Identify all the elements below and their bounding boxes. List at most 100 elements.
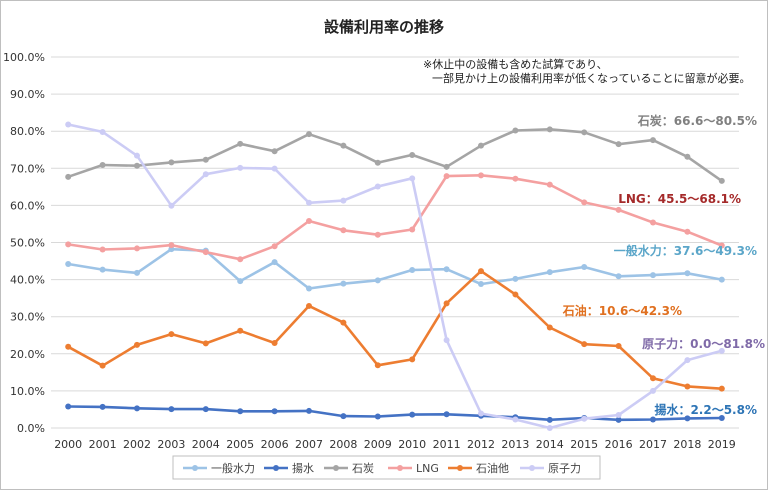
y-tick-label: 0.0% bbox=[17, 422, 45, 435]
data-point bbox=[134, 341, 140, 348]
data-point bbox=[409, 151, 416, 158]
data-point bbox=[615, 206, 622, 213]
data-point bbox=[99, 403, 106, 410]
legend-marker bbox=[457, 465, 463, 471]
data-point bbox=[546, 181, 553, 188]
data-point bbox=[581, 415, 588, 422]
data-point bbox=[684, 357, 691, 364]
y-tick-label: 80.0% bbox=[10, 125, 45, 138]
legend-label: 一般水力 bbox=[211, 462, 255, 475]
data-point bbox=[340, 319, 347, 326]
data-point bbox=[718, 242, 725, 249]
data-point bbox=[202, 340, 209, 347]
y-tick-label: 20.0% bbox=[10, 348, 45, 361]
data-point bbox=[340, 413, 347, 420]
series-石炭 bbox=[65, 126, 725, 184]
legend-item: 石炭 bbox=[324, 462, 374, 475]
chart-title: 設備利用率の推移 bbox=[324, 18, 444, 36]
series-line bbox=[67, 123, 723, 430]
data-point bbox=[65, 343, 72, 350]
data-point bbox=[271, 243, 278, 250]
data-point bbox=[684, 270, 691, 277]
data-point bbox=[684, 415, 691, 422]
data-point bbox=[650, 137, 656, 144]
data-point bbox=[684, 153, 691, 160]
data-point bbox=[718, 276, 725, 283]
data-point bbox=[374, 413, 381, 420]
data-point bbox=[237, 408, 244, 415]
data-point bbox=[306, 131, 312, 138]
data-point bbox=[650, 375, 656, 382]
data-point bbox=[546, 126, 553, 133]
data-point bbox=[306, 407, 312, 414]
data-point bbox=[134, 405, 140, 412]
legend-item: 一般水力 bbox=[183, 462, 255, 475]
data-point bbox=[134, 269, 140, 276]
legend-item: 揚水 bbox=[264, 462, 314, 475]
data-point bbox=[271, 259, 278, 266]
data-point bbox=[237, 140, 244, 147]
x-tick-label: 2003 bbox=[157, 438, 185, 451]
series-line bbox=[67, 269, 722, 390]
data-point bbox=[306, 199, 312, 206]
data-point bbox=[650, 219, 656, 226]
x-tick-label: 2001 bbox=[89, 438, 117, 451]
y-axis-ticks: 0.0% 10.0% 20.0% 30.0% 40.0% 50.0% 60.0% 70.0% 8… bbox=[3, 51, 45, 435]
data-point bbox=[443, 173, 450, 180]
data-point bbox=[374, 159, 381, 166]
x-tick-label: 2002 bbox=[123, 438, 151, 451]
data-point bbox=[581, 341, 588, 348]
y-tick-label: 90.0% bbox=[10, 88, 45, 101]
x-tick-label: 2012 bbox=[467, 438, 495, 451]
data-point bbox=[202, 249, 209, 256]
data-point bbox=[99, 362, 106, 369]
data-point bbox=[581, 199, 588, 206]
x-tick-label: 2011 bbox=[433, 438, 461, 451]
legend-item: 石油他 bbox=[448, 461, 509, 475]
x-tick-label: 2015 bbox=[570, 438, 598, 451]
data-point bbox=[134, 245, 140, 252]
note-line-2: 一部見かけ上の設備利用率が低くなっていることに留意が必要。 bbox=[432, 71, 750, 85]
y-tick-label: 70.0% bbox=[10, 162, 45, 175]
legend-label: LNG bbox=[416, 462, 439, 475]
data-point bbox=[443, 411, 450, 418]
series-line bbox=[67, 128, 723, 182]
y-tick-label: 30.0% bbox=[10, 311, 45, 324]
legend-marker bbox=[333, 465, 339, 471]
data-point bbox=[615, 141, 622, 148]
y-tick-label: 40.0% bbox=[10, 274, 45, 287]
data-point bbox=[443, 337, 450, 344]
data-point bbox=[99, 246, 106, 253]
data-point bbox=[684, 383, 691, 390]
series-annotation: 原子力：0.0～81.8% bbox=[642, 336, 765, 351]
x-axis-ticks: 2000 2001 2002 2003 2004 2005 2006 2007 2008 2009… bbox=[54, 438, 736, 451]
data-point bbox=[340, 280, 347, 287]
data-point bbox=[134, 152, 140, 159]
data-point bbox=[512, 291, 519, 298]
data-point bbox=[134, 162, 140, 169]
data-point bbox=[581, 263, 588, 270]
data-point bbox=[512, 275, 519, 282]
data-point bbox=[409, 226, 416, 233]
legend-item: LNG bbox=[388, 462, 439, 475]
data-point bbox=[650, 272, 656, 279]
legend-label: 石炭 bbox=[352, 462, 374, 475]
data-point bbox=[512, 416, 519, 423]
x-tick-label: 2005 bbox=[226, 438, 254, 451]
legend: 一般水力 揚水 石炭 LNG 石油他 原子力 bbox=[172, 455, 601, 480]
data-point bbox=[271, 148, 278, 155]
data-point bbox=[202, 406, 209, 413]
y-tick-label: 50.0% bbox=[10, 237, 45, 250]
series-line bbox=[68, 405, 722, 422]
data-point bbox=[65, 241, 72, 248]
series-annotation: 石油：10.6～42.3% bbox=[562, 303, 682, 318]
series-annotation: LNG：45.5～68.1% bbox=[618, 192, 741, 206]
series-line bbox=[67, 247, 723, 290]
data-point bbox=[168, 159, 175, 166]
legend-marker bbox=[529, 465, 535, 471]
data-point bbox=[65, 261, 72, 268]
x-tick-label: 2006 bbox=[261, 438, 289, 451]
data-point bbox=[443, 266, 450, 273]
